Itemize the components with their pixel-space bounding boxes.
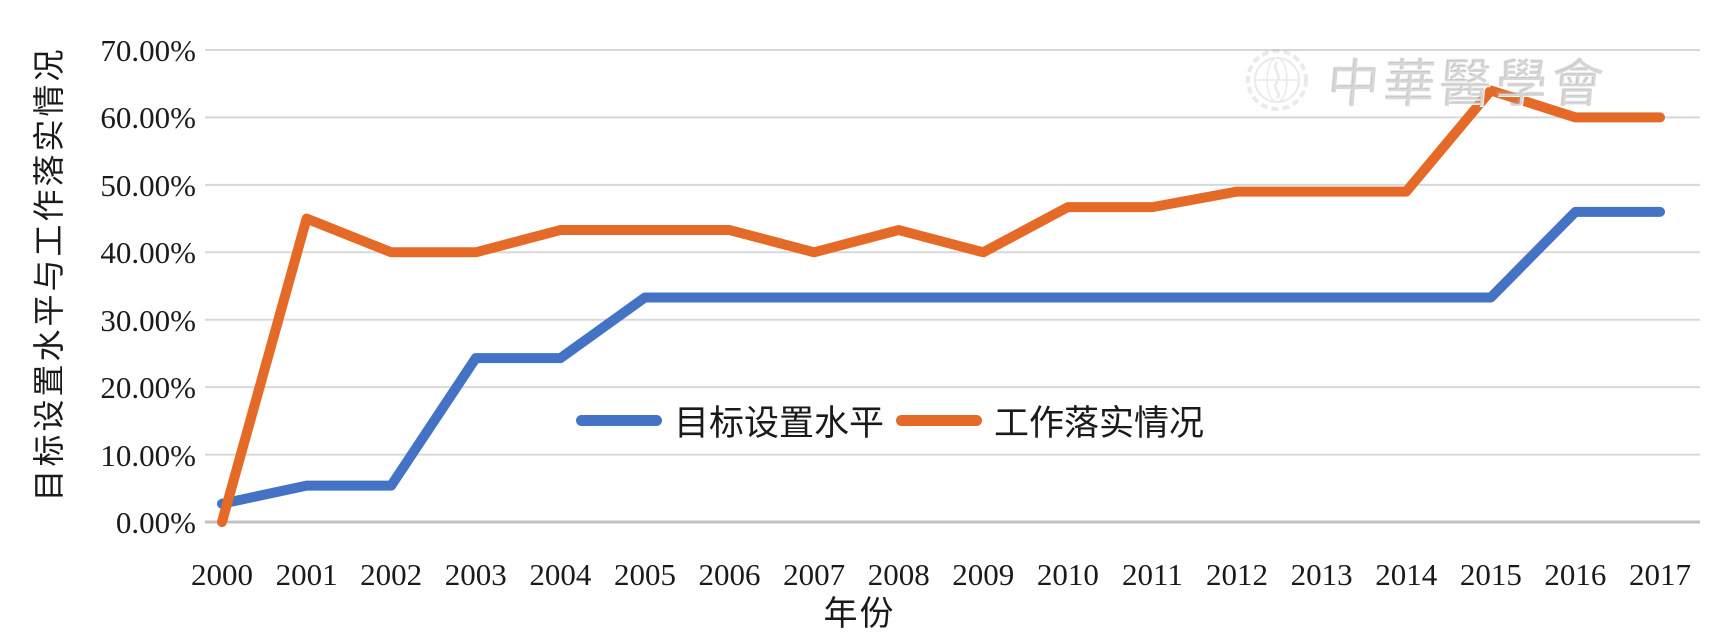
- x-tick-label: 2002: [360, 557, 423, 592]
- x-tick-label: 2003: [444, 557, 507, 592]
- x-tick-label: 2008: [867, 557, 930, 592]
- x-tick-label: 2000: [191, 557, 253, 592]
- x-tick-label: 2010: [1036, 557, 1099, 592]
- y-tick-label: 0.00%: [115, 505, 196, 540]
- legend-swatch-series2: [896, 414, 983, 426]
- x-tick-label: 2001: [275, 557, 338, 592]
- legend-label-series1: 目标设置水平: [674, 403, 885, 443]
- x-tick-label: 2013: [1290, 557, 1353, 592]
- legend: 目标设置水平 工作落实情况: [576, 396, 1204, 444]
- x-tick-label: 2015: [1459, 557, 1522, 592]
- x-tick-label: 2009: [952, 557, 1015, 592]
- x-tick-label: 2012: [1206, 557, 1269, 592]
- x-tick-label: 2016: [1544, 557, 1607, 592]
- x-axis-title: 年份: [823, 596, 896, 633]
- legend-label-series2: 工作落实情况: [994, 403, 1205, 443]
- y-tick-label: 20.00%: [100, 370, 196, 406]
- x-tick-label: 2005: [613, 557, 676, 592]
- x-tick-label: 2004: [529, 557, 592, 592]
- y-tick-label: 70.00%: [100, 33, 196, 68]
- legend-swatch-series1: [576, 414, 662, 426]
- y-tick-label: 60.00%: [100, 100, 196, 136]
- y-tick-label: 30.00%: [100, 302, 196, 338]
- x-tick-label: 2006: [698, 557, 761, 592]
- x-tick-label: 2014: [1375, 557, 1438, 592]
- y-tick-label: 40.00%: [100, 235, 196, 271]
- y-tick-label: 50.00%: [100, 167, 196, 203]
- series-line-2: [217, 85, 1665, 527]
- series-line-1: [217, 206, 1665, 509]
- x-tick-label: 2017: [1629, 557, 1691, 592]
- x-tick-label: 2011: [1122, 557, 1183, 592]
- x-tick-label: 2007: [783, 557, 846, 592]
- y-tick-label: 10.00%: [100, 437, 196, 473]
